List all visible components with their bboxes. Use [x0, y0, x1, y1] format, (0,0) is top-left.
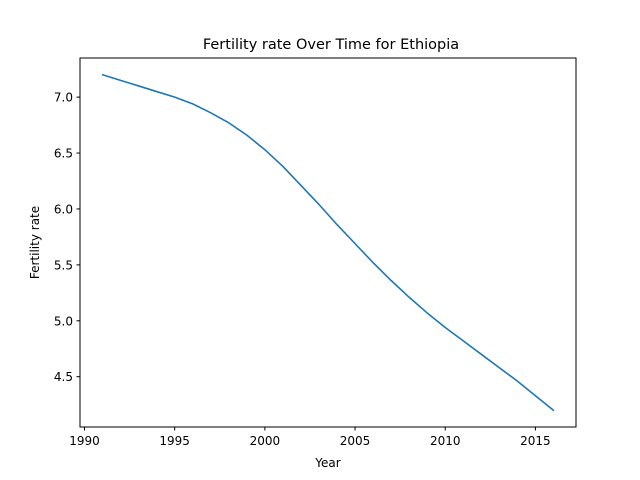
y-tick-label: 5.5 — [54, 258, 73, 272]
y-axis: 4.5 5.0 5.5 6.0 6.5 7.0 — [54, 91, 80, 384]
y-tick-label: 5.0 — [54, 314, 73, 328]
y-tick-label: 4.5 — [54, 370, 73, 384]
series-layer — [101, 73, 555, 412]
x-tick-label: 2000 — [250, 434, 281, 448]
x-tick-label: 1995 — [159, 434, 190, 448]
x-axis: 1990 1995 2000 2005 2010 2015 — [69, 427, 551, 448]
chart-title: Fertility rate Over Time for Ethiopia — [203, 37, 459, 53]
x-tick-label: 2005 — [340, 434, 371, 448]
x-tick-label: 2010 — [430, 434, 461, 448]
x-tick-label: 2015 — [520, 434, 551, 448]
y-tick-label: 6.5 — [54, 147, 73, 161]
plot-area — [79, 57, 577, 428]
series-line — [101, 73, 555, 412]
x-axis-label: Year — [314, 456, 340, 470]
y-tick-label: 7.0 — [54, 91, 73, 105]
plot-frame — [79, 57, 577, 428]
y-tick-label: 6.0 — [54, 202, 73, 216]
y-axis-label: Fertility rate — [28, 206, 42, 279]
x-tick-label: 1990 — [69, 434, 100, 448]
